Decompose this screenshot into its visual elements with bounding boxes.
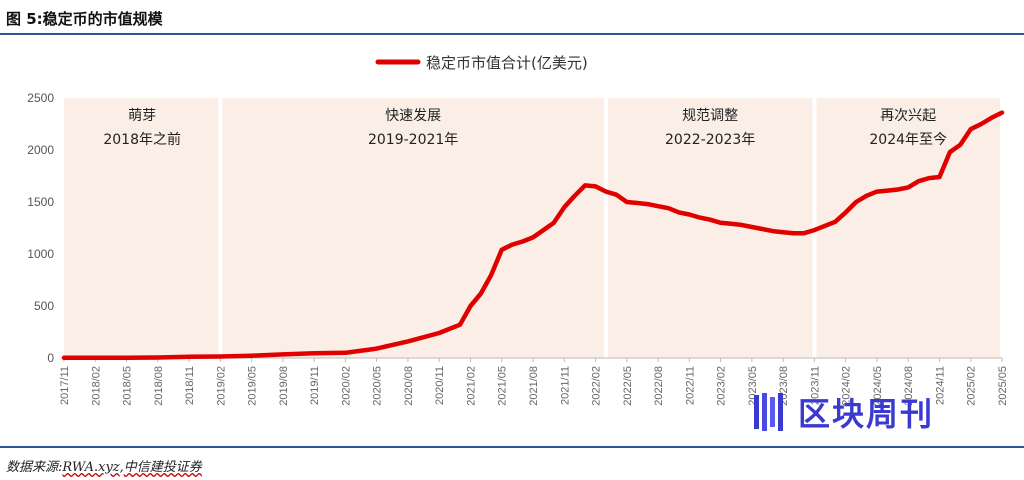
x-tick-label: 2018/08 (153, 366, 165, 406)
x-tick-label: 2024/08 (903, 366, 915, 406)
x-tick-label: 2018/05 (122, 366, 134, 406)
phase-period: 2022-2023年 (665, 132, 755, 148)
x-tick-label: 2025/05 (997, 366, 1009, 406)
x-tick-label: 2024/11 (934, 366, 946, 405)
source-note: 数据来源:RWA.xyz,中信建投证券 (6, 456, 202, 475)
phase-period: 2019-2021年 (368, 132, 458, 148)
series-line (61, 110, 1005, 361)
y-tick-label: 1000 (27, 247, 54, 261)
phase-bands (64, 98, 1000, 358)
x-tick-label: 2022/02 (591, 366, 603, 406)
x-tick-label: 2022/11 (684, 366, 696, 405)
y-tick-label: 500 (34, 299, 54, 313)
phase-period: 2024年至今 (869, 132, 947, 148)
x-tick-label: 2021/08 (528, 366, 540, 406)
x-tick-label: 2020/08 (403, 366, 415, 406)
source-prefix: 数据来源: (6, 460, 63, 475)
phase-band (222, 98, 604, 358)
x-tick-label: 2022/08 (653, 366, 665, 406)
x-tick-label: 2021/02 (465, 366, 477, 406)
x-tick-label: 2019/08 (278, 366, 290, 406)
phase-band (816, 98, 1000, 358)
x-tick-label: 2020/02 (340, 366, 352, 406)
series-layer (61, 110, 1005, 361)
x-tick-label: 2017/11 (59, 366, 71, 405)
x-tick-label: 2019/02 (215, 366, 227, 406)
x-tick-label: 2019/05 (247, 366, 259, 406)
watermark-text: 区块周刊 (798, 395, 935, 433)
y-axis: 0 500 1000 1500 2000 2500 (27, 91, 54, 365)
watermark-logo-icon (754, 393, 783, 431)
x-tick-label: 2024/02 (841, 366, 853, 406)
x-tick-label: 2025/02 (966, 366, 978, 406)
x-tick-label: 2019/11 (309, 366, 321, 405)
source-sep: , (119, 460, 124, 475)
legend: 稳定币市值合计(亿美元) (375, 54, 588, 72)
y-tick-label: 2000 (27, 143, 54, 157)
x-tick-label: 2023/11 (809, 366, 821, 405)
x-tick-label: 2021/05 (497, 366, 509, 406)
phase-label: 快速发展 (385, 108, 441, 124)
x-tick-label: 2018/02 (90, 366, 102, 406)
watermark: 区块周刊 (752, 389, 934, 435)
phase-band (607, 98, 813, 358)
x-axis: 2017/11 2018/02 2018/05 2018/08 2018/11 2019/… (59, 357, 1009, 406)
y-tick-label: 1500 (27, 195, 54, 209)
bottom-rule (0, 446, 1024, 448)
legend-label: 稳定币市值合计(亿美元) (426, 54, 588, 72)
y-tick-label: 2500 (27, 91, 54, 105)
source-rwa: RWA.xyz (62, 460, 120, 475)
phase-label: 再次兴起 (880, 108, 936, 124)
phase-label: 萌芽 (128, 108, 156, 124)
phase-labels: 萌芽 2018年之前 快速发展 2019-2021年 规范调整 2022-2023年 再次兴… (103, 107, 947, 148)
phase-band (64, 98, 219, 358)
x-tick-label: 2020/05 (372, 366, 384, 406)
phase-period: 2018年之前 (103, 131, 181, 148)
figure-title: 图 5:稳定币的市值规模 (6, 10, 163, 28)
top-rule (0, 33, 1024, 35)
x-tick-label: 2021/11 (559, 366, 571, 405)
x-tick-label: 2024/05 (872, 366, 884, 406)
y-tick-label: 0 (47, 351, 54, 365)
stablecoin-market-cap-chart: 萌芽 2018年之前 快速发展 2019-2021年 规范调整 2022-2023年 再次兴… (27, 54, 1009, 406)
x-tick-label: 2023/02 (716, 366, 728, 406)
x-tick-label: 2022/05 (622, 366, 634, 406)
phase-label: 规范调整 (682, 107, 738, 124)
x-tick-label: 2018/11 (184, 366, 196, 405)
x-tick-label: 2020/11 (434, 366, 446, 405)
source-citic: 中信建投证券 (123, 460, 202, 475)
